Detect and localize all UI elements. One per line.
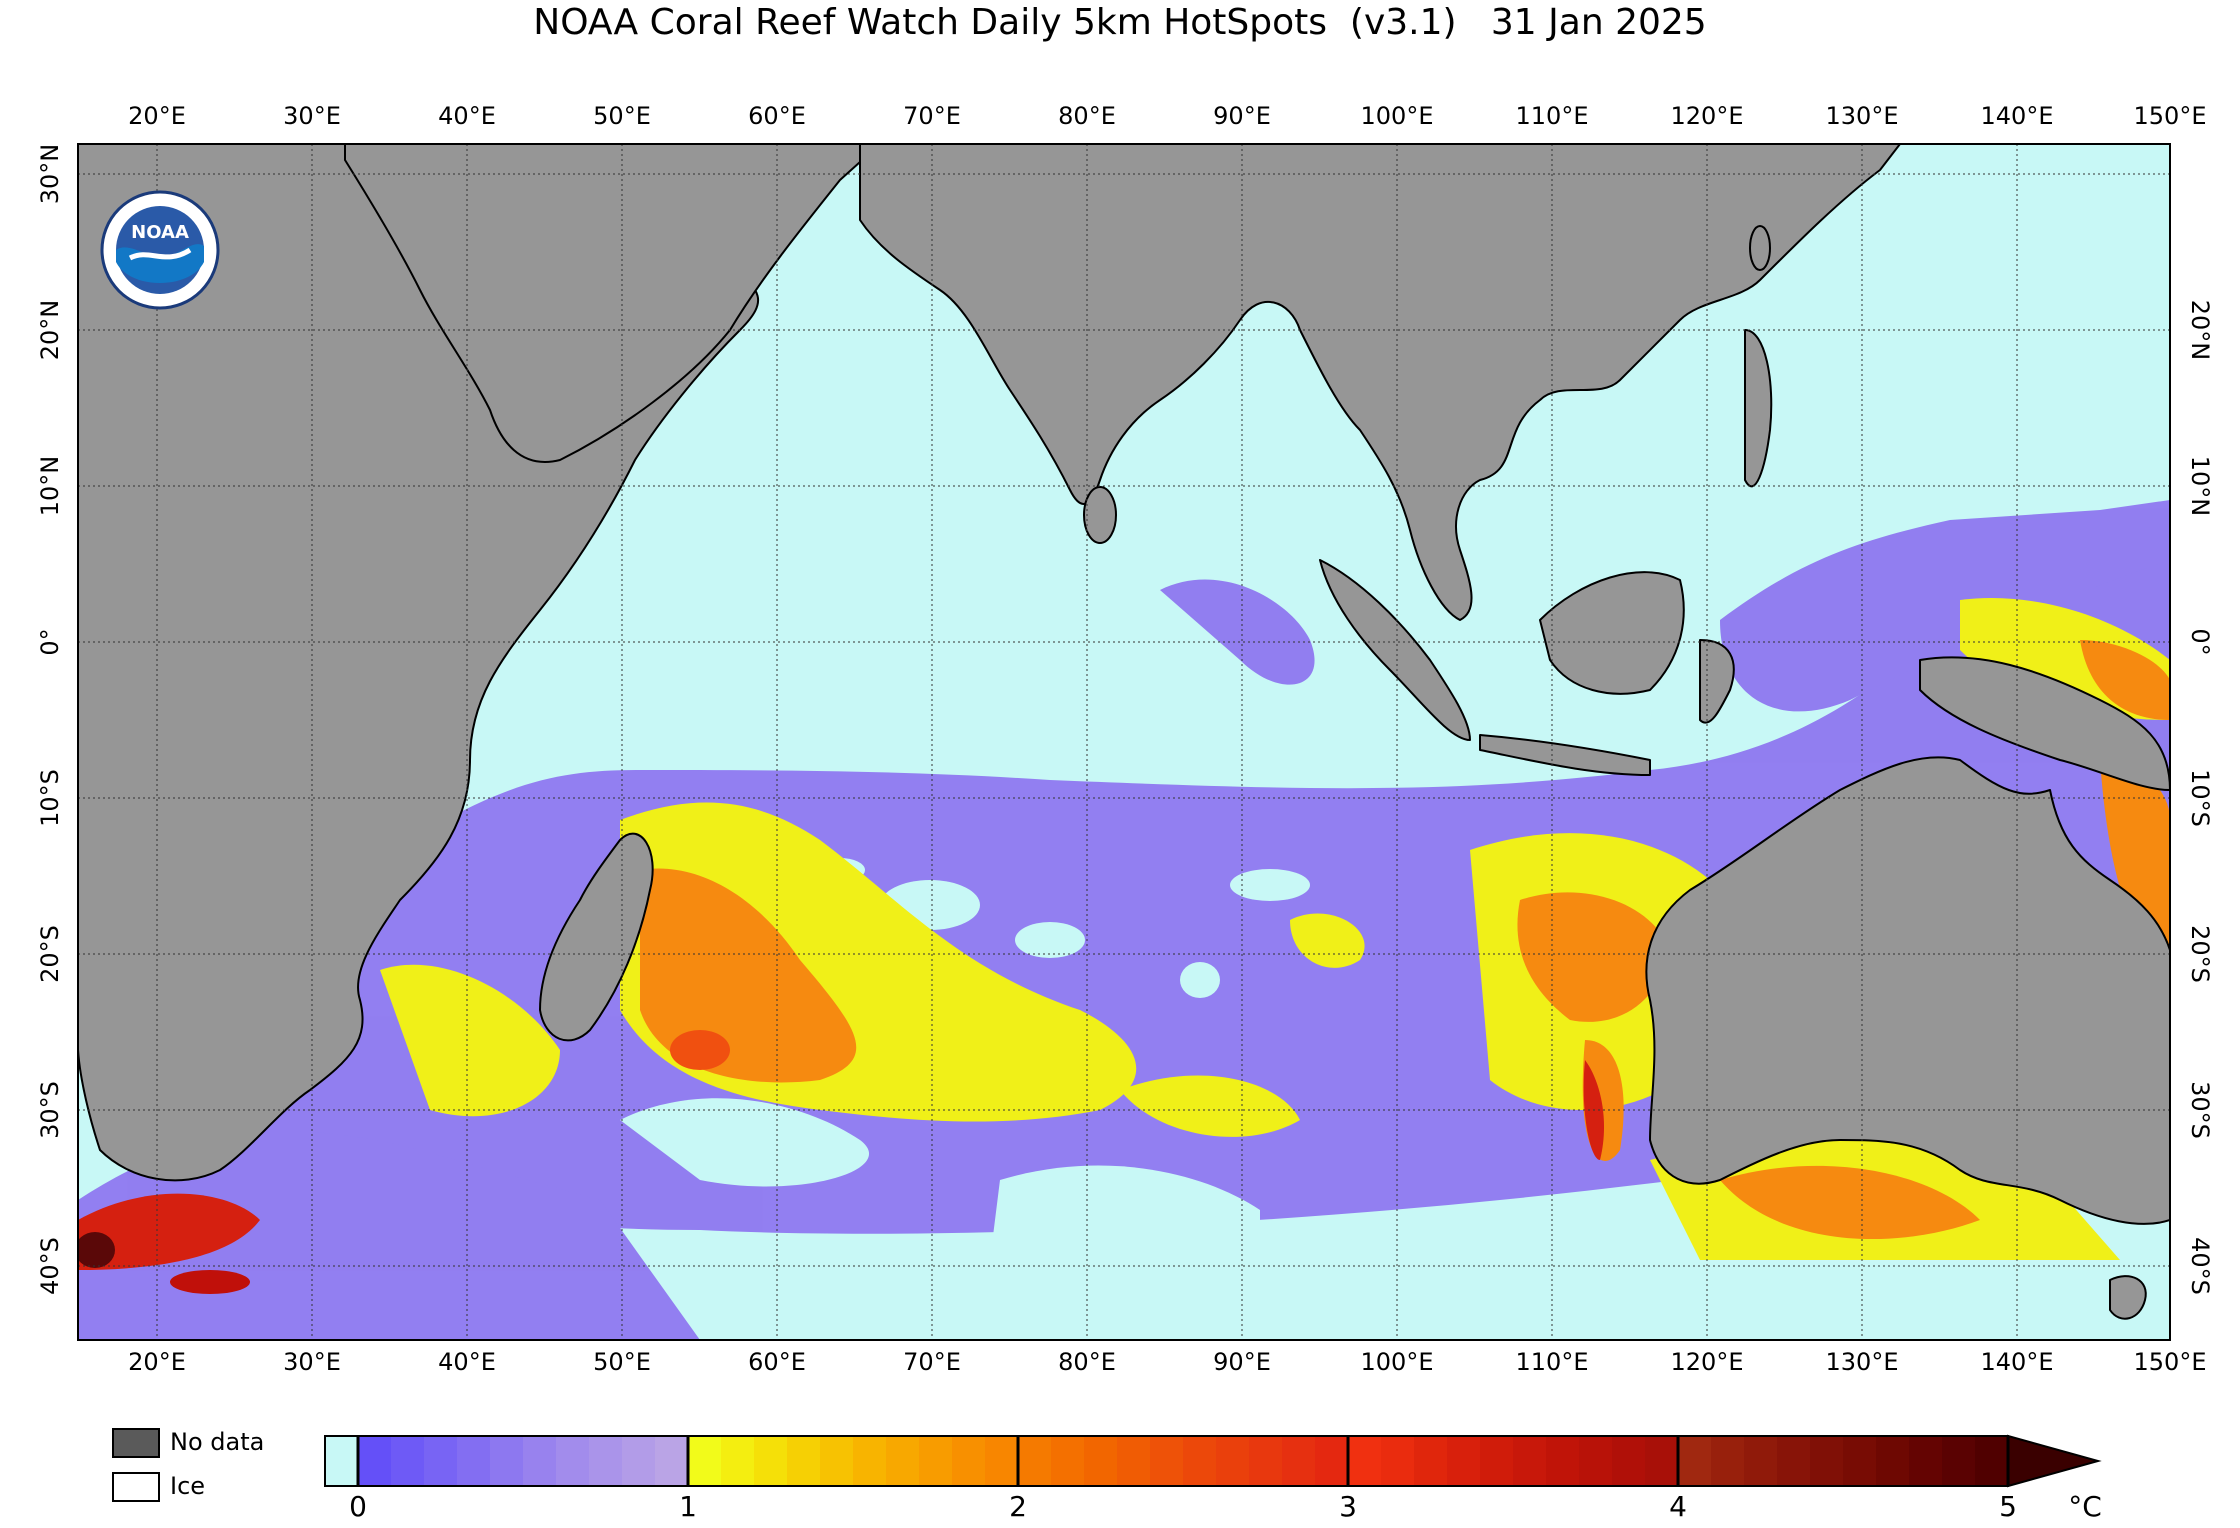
bottom-tick-70e: 70°E <box>903 1348 961 1376</box>
noaa-logo <box>100 190 220 310</box>
map-frame <box>77 143 2171 1341</box>
philippines <box>1744 329 1773 488</box>
bottom-tick-130e: 130°E <box>1825 1348 1899 1376</box>
left-tick-10n: 10°N <box>36 455 64 517</box>
sumatra <box>1319 559 1471 741</box>
top-tick-150e: 150°E <box>2133 102 2207 130</box>
top-tick-120e: 120°E <box>1670 102 1744 130</box>
top-tick-20e: 20°E <box>128 102 186 130</box>
no-data-swatch <box>112 1428 160 1458</box>
colorbar-unit: °C <box>2068 1490 2102 1523</box>
arabia <box>344 144 881 463</box>
colorbar-tick-2: 2 <box>1009 1490 1027 1523</box>
colorbar-tick-5: 5 <box>1999 1490 2017 1523</box>
right-tick-20n: 20°N <box>2186 299 2214 361</box>
left-tick-30n: 30°N <box>36 143 64 205</box>
tasmania <box>2109 1275 2147 1320</box>
ice-swatch <box>112 1472 160 1502</box>
java <box>1479 734 1651 776</box>
bottom-tick-40e: 40°E <box>438 1348 496 1376</box>
bottom-tick-110e: 110°E <box>1515 1348 1589 1376</box>
no-data-label: No data <box>170 1428 265 1456</box>
right-tick-10s: 10°S <box>2186 769 2214 827</box>
left-tick-20n: 20°N <box>36 299 64 361</box>
taiwan <box>1749 225 1771 271</box>
colorbar-tick-1: 1 <box>679 1490 697 1523</box>
map-title: NOAA Coral Reef Watch Daily 5km HotSpots… <box>533 2 1707 43</box>
right-tick-30s: 30°S <box>2186 1081 2214 1139</box>
top-tick-100e: 100°E <box>1360 102 1434 130</box>
ice-label: Ice <box>170 1472 206 1500</box>
right-tick-20s: 20°S <box>2186 925 2214 983</box>
noaa-logo-text: NOAA <box>131 222 189 243</box>
left-tick-0: 0° <box>36 628 64 656</box>
bottom-tick-150e: 150°E <box>2133 1348 2207 1376</box>
asia <box>859 144 1901 621</box>
colorbar-tick-3: 3 <box>1339 1490 1357 1523</box>
top-tick-80e: 80°E <box>1058 102 1116 130</box>
top-tick-140e: 140°E <box>1980 102 2054 130</box>
madagascar <box>539 832 654 1042</box>
sri-lanka <box>1083 486 1117 544</box>
sulawesi <box>1699 639 1735 724</box>
top-tick-130e: 130°E <box>1825 102 1899 130</box>
right-tick-0: 0° <box>2186 628 2214 656</box>
colorbar-tick-0: 0 <box>349 1490 367 1523</box>
bottom-tick-100e: 100°E <box>1360 1348 1434 1376</box>
right-tick-40s: 40°S <box>2186 1237 2214 1295</box>
top-tick-90e: 90°E <box>1213 102 1271 130</box>
land-masses <box>78 144 2170 1320</box>
australia <box>1645 756 2170 1225</box>
right-tick-10n: 10°N <box>2186 455 2214 517</box>
colorbar-tick-4: 4 <box>1669 1490 1687 1523</box>
bottom-tick-90e: 90°E <box>1213 1348 1271 1376</box>
bottom-tick-50e: 50°E <box>593 1348 651 1376</box>
borneo <box>1539 571 1685 695</box>
left-tick-40s: 40°S <box>36 1237 64 1295</box>
colorbar <box>324 1434 2102 1488</box>
top-tick-110e: 110°E <box>1515 102 1589 130</box>
top-tick-40e: 40°E <box>438 102 496 130</box>
top-tick-50e: 50°E <box>593 102 651 130</box>
ocean-patches <box>620 858 1600 1340</box>
left-tick-30s: 30°S <box>36 1081 64 1139</box>
bottom-tick-30e: 30°E <box>283 1348 341 1376</box>
top-tick-30e: 30°E <box>283 102 341 130</box>
top-tick-70e: 70°E <box>903 102 961 130</box>
top-tick-60e: 60°E <box>748 102 806 130</box>
graticule <box>78 144 2170 1340</box>
bottom-tick-120e: 120°E <box>1670 1348 1744 1376</box>
bottom-tick-60e: 60°E <box>748 1348 806 1376</box>
bottom-tick-20e: 20°E <box>128 1348 186 1376</box>
left-tick-10s: 10°S <box>36 769 64 827</box>
bottom-tick-80e: 80°E <box>1058 1348 1116 1376</box>
left-tick-20s: 20°S <box>36 925 64 983</box>
bottom-tick-140e: 140°E <box>1980 1348 2054 1376</box>
